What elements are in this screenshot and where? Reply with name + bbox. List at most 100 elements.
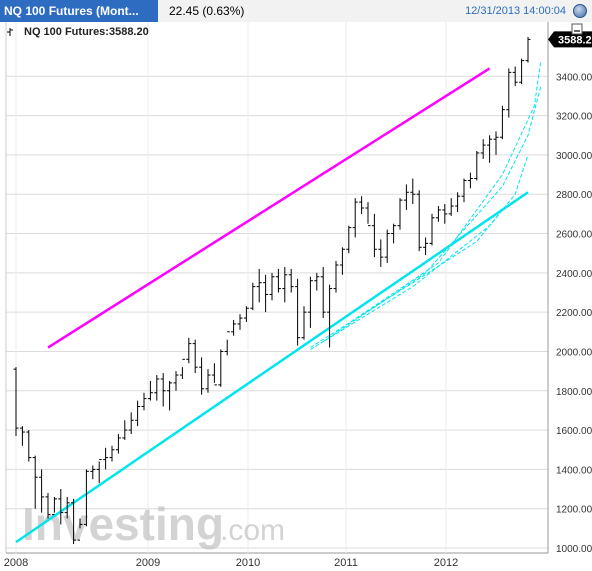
ohlc-bar bbox=[493, 131, 499, 155]
trendlines bbox=[15, 60, 542, 544]
ohlc-bar bbox=[512, 66, 518, 87]
collapse-control[interactable] bbox=[571, 23, 583, 35]
ohlc-bar bbox=[435, 206, 441, 222]
ohlc-bar bbox=[237, 314, 243, 330]
ohlc-bar bbox=[224, 331, 230, 356]
legend-label: NQ 100 Futures:3588.20 bbox=[24, 26, 149, 38]
chart-title-tab[interactable]: NQ 100 Futures (Mont... bbox=[0, 0, 158, 22]
expand-chart-button[interactable] bbox=[573, 4, 587, 18]
x-tick-label: 2010 bbox=[236, 557, 260, 569]
x-tick-label: 2011 bbox=[334, 557, 358, 569]
ohlc-bar bbox=[19, 426, 25, 446]
ohlc-bar bbox=[506, 68, 512, 118]
ohlc-bar bbox=[423, 237, 429, 256]
ohlc-bar bbox=[314, 272, 320, 291]
ohlc-bar bbox=[269, 272, 275, 301]
y-tick-label: 2800.00 bbox=[556, 190, 592, 201]
ohlc-bar bbox=[403, 184, 409, 210]
ohlc-bar bbox=[83, 469, 89, 527]
ohlc-bar bbox=[147, 380, 153, 401]
ohlc-bar bbox=[205, 369, 211, 393]
chart-area: 1000.00 1200.00 1400.00 1600.00 1800.00 2000.… bbox=[0, 22, 592, 571]
ohlc-bar bbox=[250, 282, 256, 311]
ohlc-bar bbox=[480, 139, 486, 159]
ohlc-bar bbox=[320, 266, 326, 319]
dashed-projection-curve bbox=[310, 154, 529, 350]
ohlc-bar bbox=[371, 213, 377, 258]
ohlc-bar bbox=[391, 223, 397, 244]
upper-trendline bbox=[47, 67, 491, 349]
ohlc-bar bbox=[109, 445, 115, 462]
y-axis-labels: 1000.00 1200.00 1400.00 1600.00 1800.00 2000.… bbox=[556, 72, 592, 555]
last-value-marker: 3588.2 bbox=[548, 31, 592, 48]
ohlc-bar bbox=[115, 434, 121, 454]
ohlc-bar bbox=[77, 518, 83, 541]
last-value-label: 3588.2 bbox=[558, 34, 592, 46]
ohlc-bar bbox=[51, 496, 57, 516]
ohlc-bar bbox=[327, 284, 333, 348]
y-tick-label: 2200.00 bbox=[556, 308, 592, 319]
ohlc-bar bbox=[275, 268, 281, 293]
ohlc-bar bbox=[455, 192, 461, 212]
ohlc-bar bbox=[141, 392, 147, 411]
ohlc-bar bbox=[71, 498, 77, 545]
y-tick-label: 2600.00 bbox=[556, 230, 592, 241]
y-tick-label: 1400.00 bbox=[556, 465, 592, 476]
last-value-badge bbox=[548, 31, 592, 48]
ohlc-bar bbox=[192, 339, 198, 374]
y-tick-label: 2000.00 bbox=[556, 347, 592, 358]
ohlc-bar bbox=[64, 496, 70, 519]
ohlc-bar bbox=[499, 105, 505, 140]
y-tick-label: 1600.00 bbox=[556, 426, 592, 437]
ohlc-bar bbox=[410, 178, 416, 205]
ohlc-bar bbox=[128, 412, 134, 435]
ohlc-bar bbox=[352, 198, 358, 238]
lower-trendline bbox=[15, 191, 529, 544]
ohlc-bar bbox=[301, 306, 307, 340]
price-change: 22.45 (0.63%) bbox=[169, 4, 245, 18]
ohlc-bar bbox=[263, 274, 269, 313]
ohlc-bar bbox=[160, 373, 166, 407]
ohlc-bar bbox=[122, 420, 128, 440]
investing-watermark: Investing .com bbox=[22, 498, 285, 550]
ohlc-bar bbox=[103, 447, 109, 470]
y-tick-label: 1200.00 bbox=[556, 505, 592, 516]
ohlc-bar bbox=[243, 306, 249, 322]
ohlc-bar bbox=[397, 198, 403, 230]
price-bars bbox=[13, 37, 531, 545]
ohlc-bar bbox=[199, 357, 205, 395]
ohlc-bar bbox=[519, 58, 525, 85]
ohlc-bar bbox=[295, 278, 301, 346]
ohlc-bar bbox=[346, 225, 352, 254]
ohlc-bar bbox=[26, 430, 32, 462]
dashed-projection-curve bbox=[322, 85, 542, 343]
ohlc-bar bbox=[58, 489, 64, 525]
ohlc-bar bbox=[179, 358, 185, 379]
chart-background bbox=[0, 22, 592, 571]
ohlc-bar bbox=[135, 400, 141, 427]
y-tick-label: 1800.00 bbox=[556, 387, 592, 398]
ohlc-bar bbox=[282, 266, 288, 303]
y-tick-label: 3200.00 bbox=[556, 112, 592, 123]
ohlc-bar bbox=[416, 190, 422, 252]
ohlc-bar bbox=[307, 276, 313, 328]
x-tick-label: 2009 bbox=[136, 557, 160, 569]
ohlc-bar bbox=[256, 268, 262, 303]
ohlc-bar bbox=[218, 349, 224, 387]
ohlc-bar bbox=[448, 198, 454, 216]
y-tick-label: 3000.00 bbox=[556, 151, 592, 162]
last-update-timestamp: 12/31/2013 14:00:04 bbox=[465, 5, 566, 17]
x-tick-label: 2008 bbox=[4, 557, 28, 569]
ohlc-bar bbox=[173, 371, 179, 391]
chart-header: NQ 100 Futures (Mont... 22.45 (0.63%) 12… bbox=[0, 0, 592, 23]
ohlc-bar bbox=[288, 268, 294, 293]
x-tick-label: 2012 bbox=[434, 557, 458, 569]
ohlc-bar bbox=[474, 150, 480, 181]
ohlc-bar bbox=[467, 172, 473, 189]
ohlc-bar bbox=[429, 213, 435, 246]
ohlc-bar bbox=[186, 337, 192, 364]
ohlc-bar bbox=[365, 202, 371, 227]
watermark-suffix: .com bbox=[220, 514, 285, 547]
ohlc-bar bbox=[333, 261, 339, 293]
ohlc-bar bbox=[167, 380, 173, 411]
